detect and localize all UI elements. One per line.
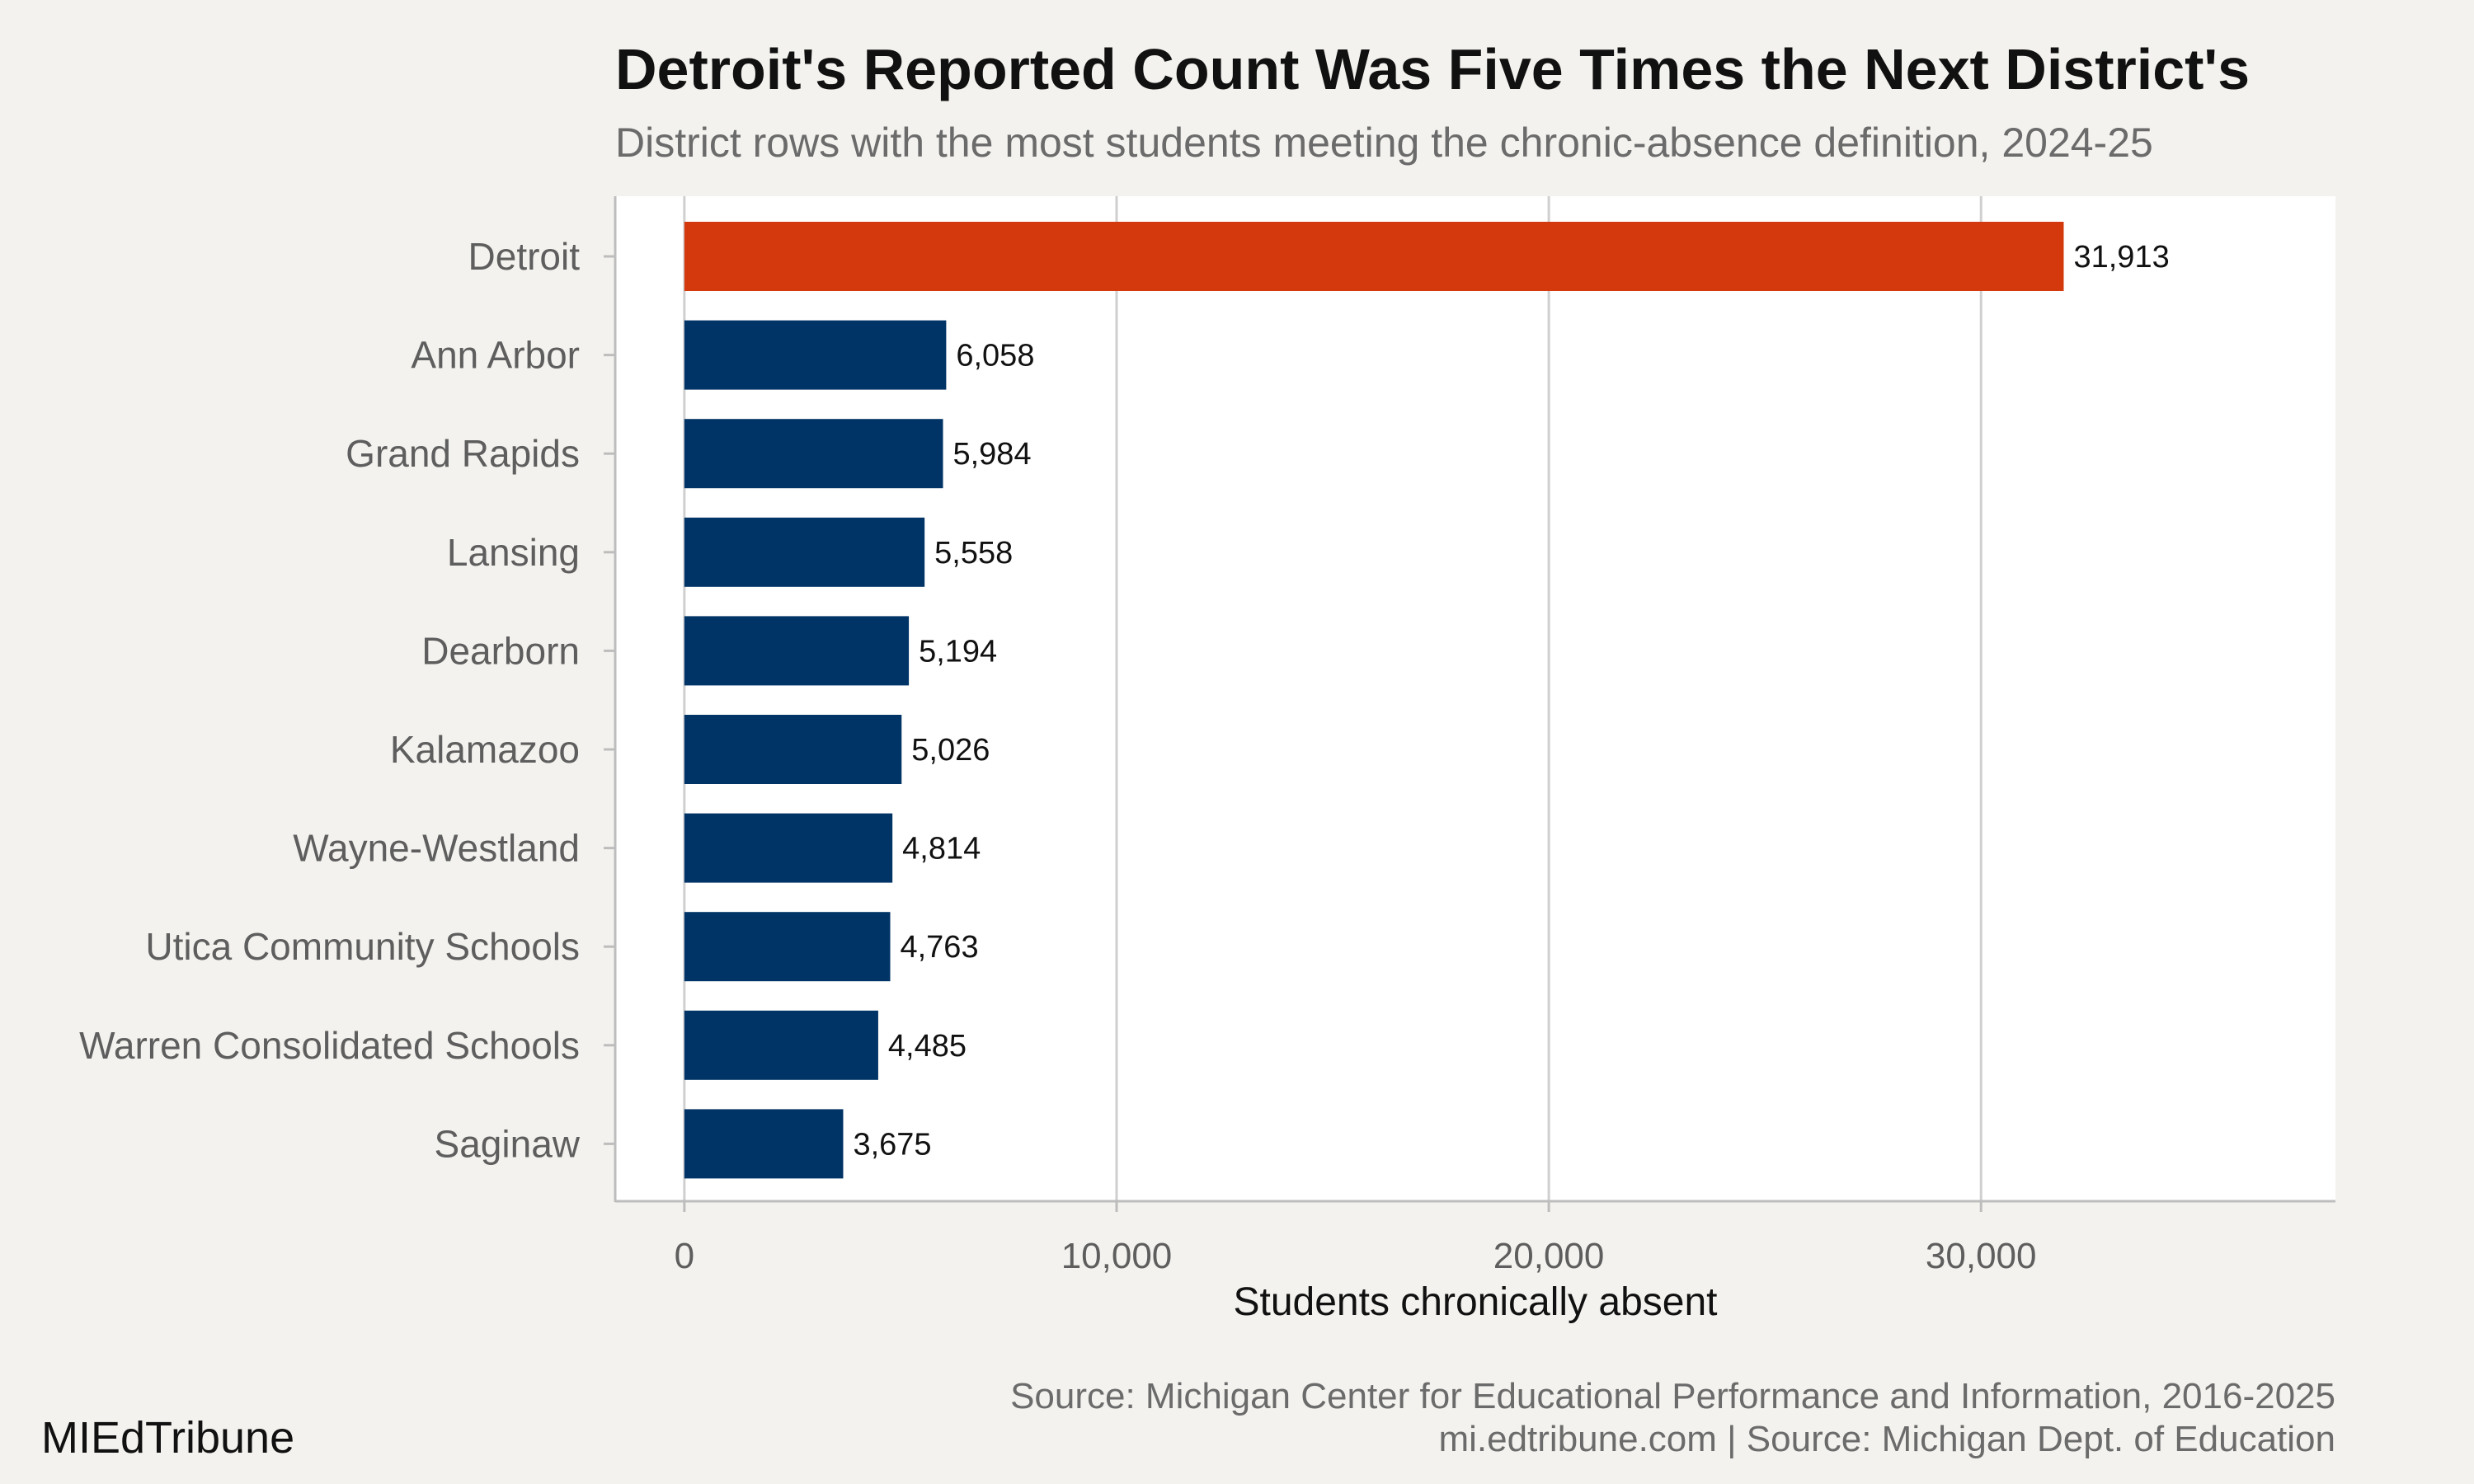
category-label: Wayne-Westland (293, 827, 580, 870)
bar (684, 222, 2064, 291)
category-label: Lansing (447, 531, 580, 574)
bars (684, 222, 2064, 1179)
x-tick-label: 20,000 (1493, 1236, 1605, 1276)
x-tick-label: 10,000 (1061, 1236, 1173, 1276)
x-axis-title: Students chronically absent (1233, 1280, 1717, 1324)
value-label: 31,913 (2073, 240, 2169, 275)
value-labels: 31,913 6,058 5,984 5,558 5,194 5,026 4,814 4,76… (853, 240, 2169, 1162)
category-label: Detroit (468, 235, 581, 278)
bar (684, 616, 910, 686)
chart-title: Detroit's Reported Count Was Five Times … (615, 37, 2250, 101)
value-label: 6,058 (956, 339, 1034, 373)
y-tick-marks (604, 255, 615, 1145)
bar (684, 320, 947, 390)
source-url-note: mi.edtribune.com | Source: Michigan Dept… (1438, 1419, 2335, 1459)
value-label: 3,675 (853, 1127, 931, 1162)
category-label: Dearborn (421, 629, 580, 672)
value-label: 5,026 (911, 733, 990, 768)
bar (684, 912, 891, 982)
category-label: Utica Community Schools (145, 925, 580, 968)
bar (684, 1010, 878, 1080)
bar (684, 419, 943, 489)
bar (684, 1109, 844, 1179)
value-label: 5,194 (919, 634, 997, 669)
bar (684, 813, 893, 883)
value-label: 4,485 (888, 1029, 967, 1064)
x-tick-label: 30,000 (1926, 1236, 2037, 1276)
bar (684, 517, 925, 587)
brand-logo-text: MIEdTribune (41, 1413, 294, 1463)
value-label: 4,763 (900, 930, 978, 965)
x-tick-label: 0 (675, 1236, 694, 1276)
category-label: Warren Consolidated Schools (79, 1024, 580, 1067)
value-label: 5,558 (934, 536, 1013, 571)
source-note: Source: Michigan Center for Educational … (1010, 1376, 2335, 1416)
x-tick-labels: 0 10,000 20,000 30,000 (675, 1200, 2037, 1276)
bar (684, 715, 902, 784)
category-label: Grand Rapids (346, 432, 580, 475)
category-label: Ann Arbor (411, 334, 580, 377)
category-label: Saginaw (435, 1122, 581, 1165)
value-label: 4,814 (902, 832, 981, 866)
chart-subtitle: District rows with the most students mee… (615, 120, 2153, 166)
category-label: Kalamazoo (390, 728, 580, 771)
value-label: 5,984 (952, 437, 1031, 472)
category-labels: Detroit Ann Arbor Grand Rapids Lansing Dearb… (79, 235, 581, 1165)
